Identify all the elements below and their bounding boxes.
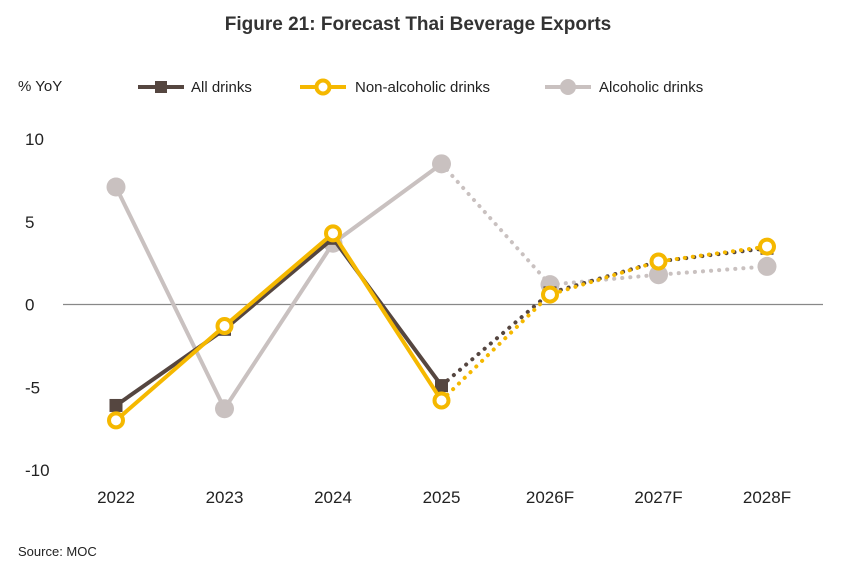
data-point-non-alcoholic-drinks — [649, 252, 668, 271]
legend-label-all-drinks: All drinks — [191, 79, 252, 96]
series-all-drinks — [109, 231, 774, 412]
series-forecast-line-alcoholic-drinks — [439, 161, 769, 287]
legend-item-non-alcoholic: Non-alcoholic drinks — [300, 78, 490, 96]
series-line-alcoholic-drinks — [114, 162, 443, 411]
data-point-alcoholic-drinks — [106, 177, 126, 197]
x-axis-ticks: 2022 2023 2024 2025 2026F 2027F 2028F — [97, 488, 791, 507]
series-line-all-drinks — [114, 236, 444, 408]
legend-item-alcoholic: Alcoholic drinks — [545, 79, 703, 96]
x-tick-label: 2028F — [743, 488, 791, 507]
x-tick-label: 2023 — [206, 488, 244, 507]
chart-title: Figure 21: Forecast Thai Beverage Export… — [225, 14, 611, 35]
legend-label-alcoholic: Alcoholic drinks — [599, 79, 703, 96]
x-tick-label: 2022 — [97, 488, 135, 507]
x-tick-label: 2024 — [314, 488, 352, 507]
data-point-non-alcoholic-drinks — [215, 317, 234, 336]
data-point-alcoholic-drinks — [649, 265, 668, 285]
y-tick-label: 0 — [25, 296, 34, 315]
source-note: Source: MOC — [18, 544, 97, 559]
x-tick-label: 2026F — [526, 488, 574, 507]
legend-marker-alcoholic — [560, 79, 576, 95]
data-point-non-alcoholic-drinks — [107, 411, 125, 430]
data-point-non-alcoholic-drinks — [432, 391, 451, 410]
series-non-alcoholic-drinks — [107, 224, 776, 430]
x-tick-label: 2027F — [634, 488, 682, 507]
series-layer — [106, 154, 777, 430]
series-line-non-alcoholic-drinks — [114, 231, 444, 422]
data-point-non-alcoholic-drinks — [324, 224, 342, 243]
data-point-alcoholic-drinks — [432, 154, 451, 174]
data-point-alcoholic-drinks — [215, 399, 234, 419]
data-point-non-alcoholic-drinks — [758, 237, 776, 256]
y-tick-label: 10 — [25, 130, 44, 149]
legend-item-all-drinks: All drinks — [138, 79, 252, 96]
legend-marker-all-drinks — [155, 81, 167, 93]
legend-marker-non-alcoholic — [314, 78, 332, 96]
series-forecast-line-all-drinks — [439, 246, 769, 388]
data-point-alcoholic-drinks — [757, 256, 777, 276]
data-point-non-alcoholic-drinks — [541, 285, 559, 304]
x-tick-label: 2025 — [423, 488, 461, 507]
data-point-all-drinks — [435, 379, 448, 393]
y-tick-label: 5 — [25, 213, 34, 232]
y-tick-label: -10 — [25, 461, 50, 480]
y-axis-ticks: 10 5 0 -5 -10 — [25, 130, 50, 480]
data-point-all-drinks — [109, 398, 123, 412]
y-unit-label: % YoY — [18, 78, 62, 95]
legend-label-non-alcoholic: Non-alcoholic drinks — [355, 79, 490, 96]
series-alcoholic-drinks — [106, 154, 777, 419]
legend: All drinks Non-alcoholic drinks Alcoholi… — [138, 78, 703, 96]
y-tick-label: -5 — [25, 378, 40, 397]
